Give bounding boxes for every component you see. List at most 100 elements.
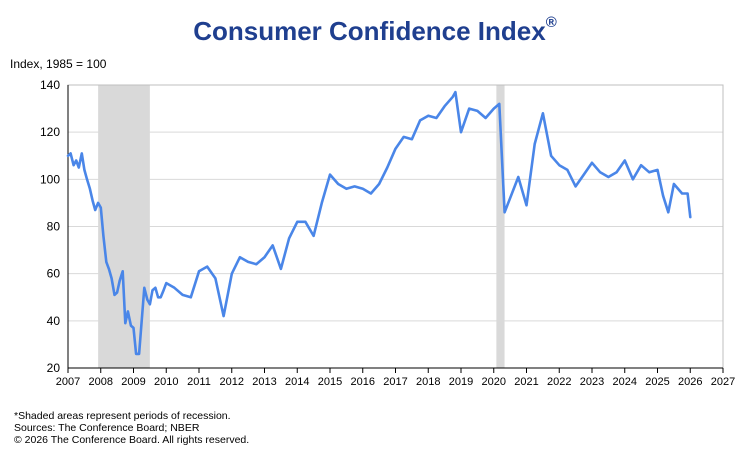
data-point xyxy=(108,268,110,270)
data-point xyxy=(509,197,511,199)
data-point xyxy=(402,136,405,138)
data-point xyxy=(151,289,154,291)
x-tick-label: 2008 xyxy=(89,376,113,388)
data-point xyxy=(140,320,143,322)
data-point xyxy=(681,192,683,195)
data-point xyxy=(198,270,200,273)
data-point xyxy=(623,159,626,162)
data-point xyxy=(525,204,528,207)
data-point xyxy=(498,103,501,105)
data-point xyxy=(135,353,137,355)
data-point xyxy=(157,296,159,299)
data-point xyxy=(69,152,72,155)
data-point xyxy=(452,95,454,98)
recession-note: *Shaded areas represent periods of reces… xyxy=(14,410,231,422)
x-tick-label: 2012 xyxy=(220,376,244,388)
data-point xyxy=(370,192,372,195)
x-tick-label: 2026 xyxy=(678,376,702,388)
x-tick-label: 2027 xyxy=(711,376,735,388)
data-point xyxy=(173,287,176,289)
x-tick-label: 2019 xyxy=(449,376,473,388)
data-point xyxy=(271,244,274,247)
data-point xyxy=(288,237,290,240)
data-point xyxy=(615,171,618,174)
data-point xyxy=(132,327,135,329)
data-point xyxy=(656,169,659,171)
data-point xyxy=(116,291,118,294)
registered-mark: ® xyxy=(545,14,557,31)
x-tick-label: 2017 xyxy=(383,376,407,388)
x-tick-label: 2011 xyxy=(187,376,211,388)
data-point xyxy=(138,353,140,355)
data-point xyxy=(99,206,102,209)
x-tick-label: 2018 xyxy=(416,376,440,388)
data-point xyxy=(550,154,552,157)
data-point xyxy=(640,164,642,166)
data-point xyxy=(214,277,217,280)
x-tick-label: 2023 xyxy=(580,376,604,388)
data-point xyxy=(206,265,208,268)
data-point xyxy=(337,183,339,185)
y-tick-label: 100 xyxy=(40,172,60,186)
x-tick-label: 2020 xyxy=(482,376,506,388)
data-point xyxy=(94,209,96,211)
data-point xyxy=(154,287,157,289)
data-point xyxy=(361,187,364,190)
data-point xyxy=(146,298,149,301)
y-axis-label: Index, 1985 = 100 xyxy=(10,57,107,71)
data-point xyxy=(468,107,470,110)
data-point xyxy=(121,270,124,273)
data-point xyxy=(113,294,116,296)
data-point xyxy=(124,322,127,324)
data-point xyxy=(296,220,299,223)
x-tick-label: 2022 xyxy=(547,376,571,388)
x-tick-label: 2013 xyxy=(252,376,276,388)
data-point xyxy=(591,162,593,164)
data-point xyxy=(78,166,80,169)
data-point xyxy=(484,117,487,119)
data-point xyxy=(91,199,94,202)
data-point xyxy=(443,105,446,108)
x-tick-label: 2014 xyxy=(285,376,309,388)
x-tick-label: 2025 xyxy=(645,376,669,388)
data-point xyxy=(97,202,99,204)
data-point xyxy=(599,171,601,174)
data-point xyxy=(662,195,664,197)
y-tick-label: 120 xyxy=(40,125,60,139)
y-tick-label: 140 xyxy=(40,78,60,92)
data-point xyxy=(247,261,249,263)
data-point xyxy=(321,202,323,204)
data-point xyxy=(533,143,536,145)
y-tick-label: 60 xyxy=(47,267,61,281)
x-tick-label: 2010 xyxy=(154,376,178,388)
data-point xyxy=(72,164,75,166)
y-tick-label: 20 xyxy=(47,361,61,375)
data-point xyxy=(105,261,108,263)
data-point xyxy=(517,176,520,178)
data-point xyxy=(673,183,675,185)
data-point xyxy=(329,173,331,176)
data-point xyxy=(632,178,634,181)
data-point xyxy=(75,159,77,162)
data-point xyxy=(67,154,69,157)
x-tick-label: 2015 xyxy=(318,376,342,388)
sources-note: Sources: The Conference Board; NBER xyxy=(14,422,200,434)
data-point xyxy=(476,110,479,112)
data-point xyxy=(89,187,91,190)
data-point xyxy=(574,185,577,188)
data-point xyxy=(255,263,258,266)
data-point xyxy=(86,178,88,181)
data-point xyxy=(83,169,86,171)
data-point xyxy=(159,296,162,299)
data-point xyxy=(143,287,146,289)
data-point xyxy=(435,117,438,119)
data-point xyxy=(280,268,282,270)
x-tick-label: 2021 xyxy=(514,376,538,388)
data-point xyxy=(165,282,168,284)
data-point xyxy=(304,220,307,223)
data-point xyxy=(190,296,192,299)
chart-title-text: Consumer Confidence Index xyxy=(193,16,546,46)
data-point xyxy=(345,187,348,190)
data-point xyxy=(460,131,462,133)
data-point xyxy=(607,176,610,178)
